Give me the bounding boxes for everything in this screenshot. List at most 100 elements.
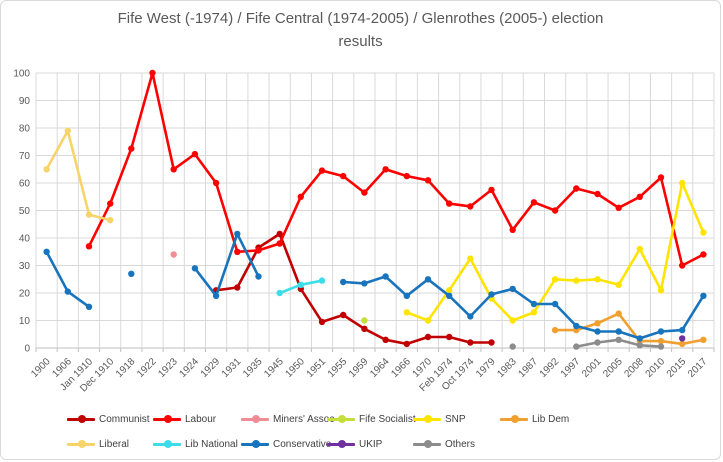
data-point-liberal (43, 166, 50, 173)
data-point-labour (276, 240, 283, 247)
data-point-conservative (382, 273, 389, 280)
data-point-labour (255, 247, 262, 254)
data-point-labour (615, 204, 622, 211)
data-point-labour (149, 69, 156, 77)
legend-dot-miners-assoc (252, 415, 260, 423)
legend-dot-communist (78, 415, 86, 423)
data-point-conservative (446, 292, 453, 299)
data-point-labour (573, 185, 580, 192)
legend-item-miners-assoc: Miners' Assoc (241, 412, 334, 426)
data-point-liberal (64, 127, 71, 134)
data-point-communist (382, 336, 389, 343)
x-tick-label: 1997 (559, 356, 583, 380)
legend-marker-conservative (241, 440, 269, 448)
legend-label-lib-dem: Lib Dem (532, 413, 570, 425)
legend-label-communist: Communist (99, 413, 150, 425)
legend-marker-communist (67, 415, 95, 423)
data-point-labour (679, 262, 686, 269)
legend-label-labour: Labour (185, 413, 217, 425)
legend-marker-liberal (67, 440, 95, 448)
legend-dot-fife-socialist (338, 415, 346, 423)
data-point-communist (234, 284, 241, 291)
data-point-labour (382, 166, 389, 173)
data-point-conservative (657, 328, 665, 335)
y-tick-label: 20 (19, 289, 31, 300)
data-point-conservative (64, 288, 71, 295)
legend-dot-ukip (338, 440, 346, 448)
data-point-lib-dem (615, 310, 622, 317)
series-conservative (43, 230, 707, 342)
data-point-conservative (573, 322, 580, 330)
legend-marker-miners-assoc (241, 415, 269, 423)
y-tick-label: 60 (19, 179, 31, 190)
y-tick-label: 40 (19, 234, 31, 245)
x-tick-label: 1945 (262, 356, 286, 380)
x-tick-label: 2001 (580, 356, 604, 380)
x-tick-label: 1987 (517, 356, 541, 380)
data-point-labour (318, 167, 326, 174)
data-point-labour (297, 193, 304, 200)
legend-item-lib-national: Lib National (153, 437, 238, 451)
data-point-labour (403, 172, 410, 180)
data-point-others (594, 339, 601, 346)
data-point-others (573, 343, 580, 350)
legend-item-others: Others (413, 437, 475, 451)
series-fife-socialist (361, 317, 368, 324)
data-point-conservative (43, 248, 50, 255)
series-ukip (679, 335, 686, 342)
data-point-conservative (85, 303, 93, 310)
data-point-snp (509, 317, 516, 324)
legend-label-snp: SNP (445, 413, 466, 425)
data-point-labour (488, 186, 495, 194)
data-point-conservative (615, 328, 622, 335)
legend-dot-others (424, 440, 432, 448)
x-tick-label: 2017 (686, 356, 710, 380)
y-tick-label: 90 (19, 96, 31, 107)
legend-label-others: Others (445, 438, 476, 450)
data-point-lib-national (318, 277, 326, 284)
data-point-liberal (85, 211, 93, 218)
x-tick-label: 2005 (601, 356, 625, 380)
data-point-communist (276, 230, 283, 238)
data-point-conservative (403, 292, 410, 299)
y-tick-label: 0 (24, 344, 30, 355)
legend-marker-lib-national (153, 440, 181, 448)
series-communist (212, 230, 495, 348)
data-point-labour (700, 251, 707, 258)
legend-marker-snp (413, 415, 441, 423)
series-liberal (43, 127, 114, 224)
data-point-lib-dem (657, 337, 665, 345)
data-point-communist (446, 333, 453, 341)
data-point-snp (446, 287, 453, 294)
data-point-labour (107, 200, 114, 207)
legend-marker-labour (153, 415, 181, 423)
y-tick-label: 30 (19, 261, 31, 272)
x-tick-label: 1929 (199, 356, 223, 380)
legend-item-fife-socialist: Fife Socialist (327, 412, 416, 426)
x-tick-label: 2008 (622, 356, 646, 380)
data-point-conservative (340, 278, 347, 286)
x-tick-label: 1923 (156, 356, 180, 380)
data-point-snp (530, 309, 538, 316)
data-point-snp (594, 276, 601, 283)
x-tick-label: 1992 (538, 356, 562, 380)
legend-item-labour: Labour (153, 412, 216, 426)
data-point-conservative (679, 326, 686, 334)
legend-dot-lib-national (164, 440, 172, 448)
x-tick-label: 1979 (474, 356, 498, 380)
data-point-labour (191, 150, 199, 158)
y-tick-label: 50 (19, 206, 31, 217)
data-point-lib-dem (594, 320, 601, 327)
x-tick-label: 1918 (114, 356, 138, 380)
x-tick-label: 1900 (29, 356, 53, 380)
data-point-conservative (467, 313, 474, 320)
data-point-labour (551, 207, 559, 214)
data-point-conservative (530, 300, 538, 308)
data-point-labour (128, 145, 135, 152)
y-axis-labels: 0 10 20 30 40 50 60 70 80 90 100 (13, 69, 30, 355)
data-point-labour (467, 203, 474, 210)
data-point-labour (361, 189, 368, 196)
data-point-communist (467, 339, 474, 346)
